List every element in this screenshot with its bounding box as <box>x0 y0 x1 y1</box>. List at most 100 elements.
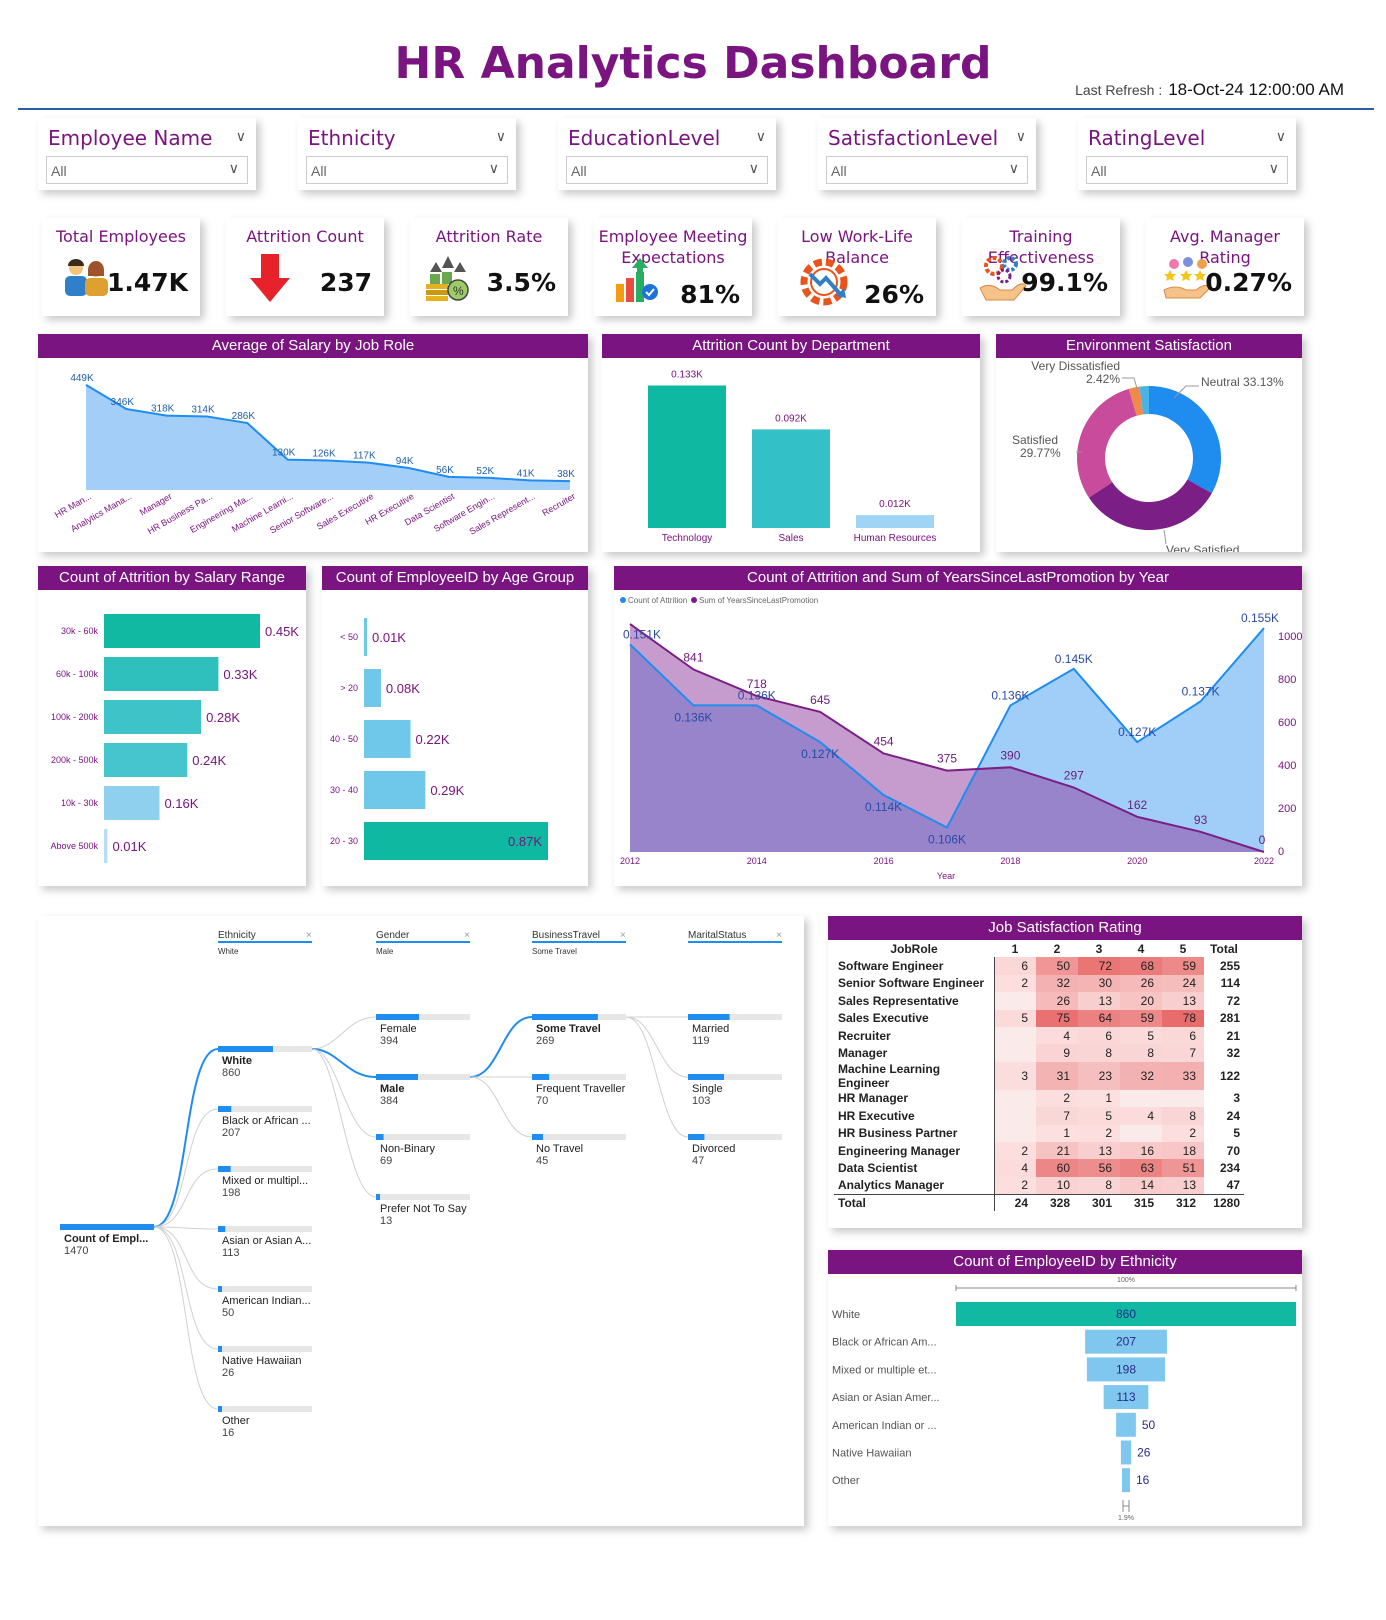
attrition-by-department-visual[interactable]: Attrition Count by Department 0.133K Tech… <box>602 334 980 552</box>
visual-title: Job Satisfaction Rating <box>828 916 1302 940</box>
matrix-row-total: 70 <box>1226 1143 1240 1158</box>
chevron-down-icon[interactable]: ∨ <box>755 128 766 144</box>
matrix-row-total: 255 <box>1219 959 1240 974</box>
promotion-label: 390 <box>1000 748 1020 762</box>
salary-by-role-visual[interactable]: Average of Salary by Job Role 449K HR Man… <box>38 334 588 552</box>
people-icon <box>65 259 108 296</box>
matrix-cell: 2 <box>994 974 1036 993</box>
decomposition-tree[interactable]: Ethnicity × White Gender × Male BusinessTravel… <box>38 916 804 1526</box>
kpi-value: 99.1% <box>1021 268 1108 297</box>
chevron-down-icon[interactable]: ∨ <box>495 128 506 144</box>
employees-by-age-visual[interactable]: Count of EmployeeID by Age Group < 50 0.0… <box>322 566 588 886</box>
chevron-down-icon[interactable]: ∨ <box>1015 128 1026 144</box>
attrition-label: 0.136K <box>991 688 1029 702</box>
y-tick-label: 40 - 50 <box>330 734 358 744</box>
data-label: 38K <box>557 469 575 480</box>
funnel-bar <box>1122 1468 1130 1493</box>
matrix-row: Manager 9 8 8 7 32 <box>834 1044 1244 1062</box>
close-icon: × <box>620 930 626 941</box>
x-tick-label: 2012 <box>620 856 640 866</box>
node-bar <box>532 1014 598 1020</box>
matrix-header-jobrole[interactable]: JobRole <box>890 941 938 956</box>
matrix-cell: 75 <box>1036 1009 1078 1027</box>
kpi-title: Employee Meeting Expectations <box>598 227 748 267</box>
donut-slice <box>1149 386 1221 494</box>
visual-title: Count of Attrition by Salary Range <box>38 566 306 590</box>
kpi-training-effectiveness: Training Effectiveness 99.1% <box>962 218 1120 316</box>
matrix-cell: 51 <box>1162 1159 1204 1177</box>
kpi-total-employees: Total Employees 1.47K <box>42 218 200 316</box>
matrix-cell: 60 <box>1036 1159 1078 1177</box>
matrix-cell <box>994 1026 1036 1045</box>
matrix-row-total: 114 <box>1220 976 1240 991</box>
level-filter: Some Travel <box>532 947 577 956</box>
data-label: 0.01K <box>112 839 146 854</box>
matrix-row-total: 281 <box>1219 1011 1240 1026</box>
slicer-dropdown[interactable]: All ∨ <box>46 156 248 184</box>
department-bar <box>752 429 830 528</box>
bar <box>364 771 426 809</box>
slicer-rating-level[interactable]: RatingLevel ∨ All ∨ <box>1078 118 1296 190</box>
y-tick-label: Asian or Asian Amer... <box>832 1392 940 1404</box>
attrition-by-salary-visual[interactable]: Count of Attrition by Salary Range 30k -… <box>38 566 306 886</box>
data-label: 0.28K <box>206 710 240 725</box>
node-bar <box>688 1014 730 1020</box>
visual-title: Average of Salary by Job Role <box>38 334 588 358</box>
matrix-header-cell: 3 <box>1095 941 1103 956</box>
kpi-value: 1.47K <box>106 268 188 297</box>
y2-tick-label: 200 <box>1278 803 1296 815</box>
donut-slice <box>1077 388 1137 498</box>
y2-tick-label: 400 <box>1278 760 1296 772</box>
matrix-header-row: JobRole 1 2 3 4 5 Total <box>834 940 1244 957</box>
data-label: 50 <box>1142 1418 1156 1432</box>
y-tick-label: Native Hawaiian <box>832 1448 911 1460</box>
y-tick-label: Black or African Am... <box>832 1337 937 1349</box>
donut-slice <box>1139 386 1149 415</box>
kpi-title: Low Work-Life Balance <box>801 227 913 267</box>
node-bar <box>688 1074 724 1080</box>
employees-by-ethnicity-visual[interactable]: Count of EmployeeID by Ethnicity 100% Whi… <box>828 1250 1302 1526</box>
slicer-ethnicity[interactable]: Ethnicity ∨ All ∨ <box>298 118 516 190</box>
matrix-cell <box>994 992 1036 1010</box>
slicer-dropdown[interactable]: All ∨ <box>306 156 508 184</box>
chevron-down-icon[interactable]: ∨ <box>235 128 246 144</box>
slicer-value: All <box>311 163 327 179</box>
decomposition-tree-visual[interactable]: Ethnicity × White Gender × Male BusinessTravel… <box>38 916 804 1526</box>
matrix-cell: 33 <box>1162 1061 1204 1090</box>
matrix-total-cell: 301 <box>1078 1193 1120 1212</box>
node-value: 119 <box>692 1035 710 1047</box>
matrix-total-cell: 24 <box>994 1193 1036 1212</box>
matrix-cell: 31 <box>1036 1061 1078 1090</box>
slicer-education-level[interactable]: EducationLevel ∨ All ∨ <box>558 118 776 190</box>
node-track <box>688 1134 782 1140</box>
donut-slice <box>1088 479 1212 530</box>
slicer-employee-name[interactable]: Employee Name ∨ All ∨ <box>38 118 256 190</box>
chevron-down-icon[interactable]: ∨ <box>1275 128 1286 144</box>
node-name: Male <box>380 1083 404 1095</box>
tree-link <box>625 1016 689 1138</box>
matrix-cell: 5 <box>1078 1107 1120 1125</box>
kpi-avg-manager-rating: Avg. Manager Rating 0.27% <box>1146 218 1304 316</box>
node-name: Count of Empl... <box>64 1233 148 1245</box>
slicer-dropdown[interactable]: All ∨ <box>566 156 768 184</box>
node-name: Prefer Not To Say <box>380 1203 467 1215</box>
node-name: Married <box>692 1023 729 1035</box>
matrix-cell: 23 <box>1078 1061 1120 1090</box>
node-value: 16 <box>222 1427 234 1439</box>
job-satisfaction-visual[interactable]: Job Satisfaction Rating JobRole 1 2 3 4 5 Tota… <box>828 916 1302 1228</box>
matrix-cell: 2 <box>994 1141 1036 1160</box>
node-bar <box>688 1134 705 1140</box>
slicer-dropdown[interactable]: All ∨ <box>826 156 1028 184</box>
slicer-satisfaction-level[interactable]: SatisfactionLevel ∨ All ∨ <box>818 118 1036 190</box>
y2-tick-label: 0 <box>1278 846 1284 858</box>
bar <box>364 822 548 860</box>
data-label: 94K <box>396 456 414 467</box>
environment-satisfaction-visual[interactable]: Environment Satisfaction Neutral 33.13% V… <box>996 334 1302 552</box>
node-value: 269 <box>536 1035 554 1047</box>
attrition-promotion-by-year-visual[interactable]: Count of Attrition and Sum of YearsSince… <box>614 566 1302 886</box>
funnel-bar <box>1085 1329 1167 1354</box>
promotion-label: 454 <box>874 734 894 748</box>
attrition-label: 0.136K <box>674 710 712 724</box>
node-value: 50 <box>222 1307 234 1319</box>
slicer-dropdown[interactable]: All ∨ <box>1086 156 1288 184</box>
